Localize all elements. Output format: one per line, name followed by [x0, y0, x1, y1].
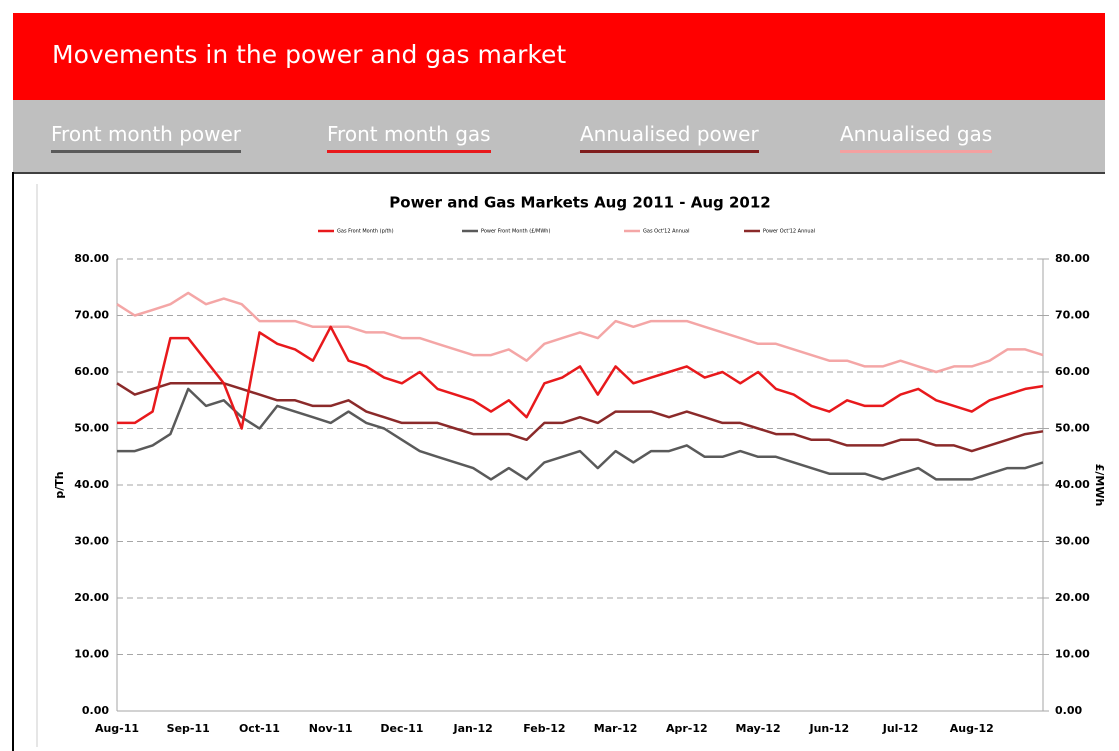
y2-tick-label: 70.00	[1055, 309, 1090, 322]
y-tick-label: 70.00	[74, 309, 109, 322]
x-tick-label: Sep-11	[167, 722, 210, 735]
y2-tick-label: 30.00	[1055, 535, 1090, 548]
y2-tick-label: 20.00	[1055, 591, 1090, 604]
tab-bar: Front month power Front month gas Annualis…	[13, 100, 1105, 172]
x-tick-label: Jun-12	[808, 722, 849, 735]
legend-label: Gas Oct'12 Annual	[643, 229, 689, 235]
y-tick-label: 50.00	[74, 422, 109, 435]
legend-label: Gas Front Month (p/th)	[337, 229, 394, 235]
tab[interactable]: Annualised power	[580, 122, 759, 153]
x-tick-label: Jul-12	[882, 722, 919, 735]
tab[interactable]: Annualised gas	[840, 122, 993, 153]
y2-tick-label: 50.00	[1055, 422, 1090, 435]
x-tick-label: Feb-12	[523, 722, 565, 735]
x-tick-label: Dec-11	[380, 722, 423, 735]
y2-axis-label: £/MWh	[1093, 464, 1106, 507]
y2-tick-label: 0.00	[1055, 704, 1082, 717]
tab[interactable]: Front month gas	[327, 122, 491, 153]
series-line	[116, 382, 1044, 453]
y-tick-label: 0.00	[82, 704, 109, 717]
chart-title: Power and Gas Markets Aug 2011 - Aug 201…	[389, 194, 770, 212]
y2-tick-label: 40.00	[1055, 478, 1090, 491]
chart: Power and Gas Markets Aug 2011 - Aug 201…	[12, 172, 1106, 751]
y2-tick-label: 60.00	[1055, 365, 1090, 378]
y-tick-label: 20.00	[74, 591, 109, 604]
header-title: Movements in the power and gas market	[52, 40, 567, 69]
y2-tick-label: 10.00	[1055, 648, 1090, 661]
series-line	[117, 325, 1044, 430]
x-tick-label: Oct-11	[239, 722, 280, 735]
header: Movements in the power and gas market	[13, 13, 1105, 100]
y-tick-label: 40.00	[74, 478, 109, 491]
y-tick-label: 60.00	[74, 365, 109, 378]
series-line	[116, 291, 1044, 374]
y2-tick-label: 80.00	[1055, 252, 1090, 265]
y-tick-label: 30.00	[74, 535, 109, 548]
x-tick-label: Aug-11	[95, 722, 139, 735]
x-tick-label: Nov-11	[309, 722, 353, 735]
y-tick-label: 80.00	[74, 252, 109, 265]
legend-label: Power Front Month (£/MWh)	[481, 229, 550, 235]
y-tick-label: 10.00	[74, 648, 109, 661]
x-tick-label: Apr-12	[666, 722, 708, 735]
y-axis-label: p/Th	[53, 471, 66, 498]
tab[interactable]: Front month power	[51, 122, 242, 153]
x-tick-label: May-12	[736, 722, 781, 735]
x-tick-label: Jan-12	[453, 722, 493, 735]
legend-label: Power Oct'12 Annual	[763, 229, 815, 235]
series-line	[117, 387, 1044, 481]
x-tick-label: Aug-12	[950, 722, 994, 735]
x-tick-label: Mar-12	[594, 722, 638, 735]
